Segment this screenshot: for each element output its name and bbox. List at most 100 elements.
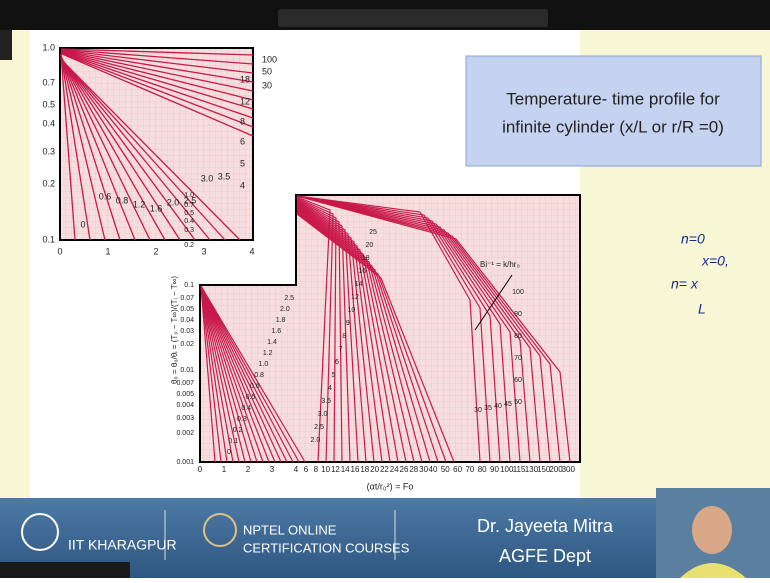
handwritten-note: n= x — [671, 276, 699, 292]
title-line: infinite cylinder (x/L or r/R =0) — [502, 117, 724, 136]
curve-label: 6 — [240, 136, 245, 146]
presenter — [692, 506, 732, 554]
curve-label: 1.0 — [259, 361, 269, 368]
curve-label: 18 — [240, 74, 250, 84]
curve-label: 0.8 — [116, 195, 129, 205]
curve-label: 2.5 — [284, 295, 294, 302]
title-line: Temperature- time profile for — [506, 89, 720, 108]
y-axis-label: θ₀ = θ₀/θᵢ = (T₀ − T∞)/(Tᵢ − T∞) — [170, 276, 179, 384]
curve-label: 12 — [240, 96, 250, 106]
handwritten-note: L — [698, 301, 706, 317]
curve-label: 70 — [514, 355, 522, 362]
x-tick-label: 24 — [390, 465, 399, 474]
x-tick-label: 30 — [419, 465, 428, 474]
y-tick-label: 0.5 — [184, 210, 194, 217]
curve-label: 30 — [474, 407, 482, 414]
x-tick-label: 22 — [380, 465, 389, 474]
y-tick-label: 0.7 — [42, 77, 55, 87]
curve-label: 0.6 — [99, 191, 112, 201]
x-tick-label: 50 — [441, 465, 450, 474]
y-tick-label: 0.002 — [176, 430, 194, 437]
curve-label: 0.6 — [250, 383, 260, 390]
x-tick-label: 28 — [409, 465, 418, 474]
dept: AGFE Dept — [499, 546, 591, 566]
curve-label: 1.6 — [150, 203, 163, 213]
curve-label: 3.5 — [321, 398, 331, 405]
curve-label: 1.4 — [267, 339, 277, 346]
curve-label: 18 — [362, 255, 370, 262]
curve-label: 100 — [262, 54, 277, 64]
curve-label: 1.2 — [263, 350, 273, 357]
x-axis-label: (αt/r₀²) = Fo — [367, 481, 414, 491]
x-tick-label: 2 — [153, 246, 158, 256]
taskbar[interactable] — [0, 562, 130, 578]
x-tick-label: 300 — [562, 465, 576, 474]
curve-label: 50 — [262, 66, 272, 76]
curve-label: 5 — [240, 158, 245, 168]
side-tab[interactable] — [0, 30, 12, 60]
y-tick-label: 0.01 — [180, 367, 194, 374]
curve-label: 4 — [328, 385, 332, 392]
x-tick-label: 18 — [360, 465, 369, 474]
institute: IIT KHARAGPUR — [68, 537, 177, 553]
x-tick-label: 2 — [246, 465, 251, 474]
y-tick-label: 0.001 — [176, 459, 194, 466]
y-tick-label: 0.004 — [176, 402, 194, 409]
nptel-line: NPTEL ONLINE — [243, 522, 337, 537]
curve-label: 6 — [335, 359, 339, 366]
y-tick-label: 0.3 — [184, 227, 194, 234]
curve-label: 8 — [240, 116, 245, 126]
title-box — [466, 56, 761, 166]
x-tick-label: 12 — [331, 465, 340, 474]
y-tick-label: 0.007 — [176, 380, 194, 387]
y-tick-label: 0.1 — [184, 282, 194, 289]
curve-label: 80 — [514, 333, 522, 340]
curve-label: 45 — [504, 401, 512, 408]
screen: Temperature- time profile for infinite c… — [0, 0, 770, 578]
x-tick-label: 26 — [400, 465, 409, 474]
curve-label: 4 — [240, 180, 245, 190]
curve-label: 12 — [351, 294, 359, 301]
y-tick-label: 0.4 — [42, 118, 55, 128]
bi-label: Bi⁻¹ = k/hr₀ — [480, 260, 520, 269]
y-tick-label: 0.003 — [176, 415, 194, 422]
x-tick-label: 8 — [314, 465, 319, 474]
curve-label: 8 — [342, 333, 346, 340]
curve-label: 7 — [339, 346, 343, 353]
curve-label: 16 — [358, 268, 366, 275]
curve-label: 25 — [369, 229, 377, 236]
y-tick-label: 0.04 — [180, 317, 194, 324]
y-tick-label: 1.0 — [42, 42, 55, 52]
y-tick-label: 0.3 — [42, 146, 55, 156]
curve-label: 2.0 — [167, 197, 180, 207]
speaker: Dr. Jayeeta Mitra — [477, 516, 614, 536]
curve-label: 30 — [262, 80, 272, 90]
x-tick-label: 1 — [222, 465, 227, 474]
y-tick-label: 0.4 — [184, 218, 194, 225]
curve-label: 60 — [514, 377, 522, 384]
curve-label: 100 — [512, 289, 524, 296]
x-tick-label: 14 — [341, 465, 350, 474]
x-tick-label: 16 — [351, 465, 360, 474]
curve-label: 1.2 — [133, 199, 146, 209]
y-tick-label: 0.2 — [184, 242, 194, 249]
y-tick-label: 0.2 — [42, 178, 55, 188]
y-tick-label: 0.7 — [184, 202, 194, 209]
x-tick-label: 0 — [57, 246, 62, 256]
curve-label: 35 — [484, 405, 492, 412]
curve-label: 2.0 — [311, 437, 321, 444]
y-tick-label: 1.0 — [184, 192, 194, 199]
x-tick-label: 3 — [270, 465, 275, 474]
x-tick-label: 70 — [465, 465, 474, 474]
x-tick-label: 60 — [453, 465, 462, 474]
handwritten-note: n=0 — [681, 231, 705, 247]
x-tick-label: 80 — [478, 465, 487, 474]
curve-label: 20 — [366, 242, 374, 249]
curve-label: 40 — [494, 403, 502, 410]
pen-tools[interactable] — [278, 9, 548, 27]
x-tick-label: 40 — [429, 465, 438, 474]
x-tick-label: 1 — [105, 246, 110, 256]
curve-label: 1.6 — [271, 328, 281, 335]
curve-label: 3.5 — [218, 171, 231, 181]
curve-label: 0.3 — [237, 416, 247, 423]
